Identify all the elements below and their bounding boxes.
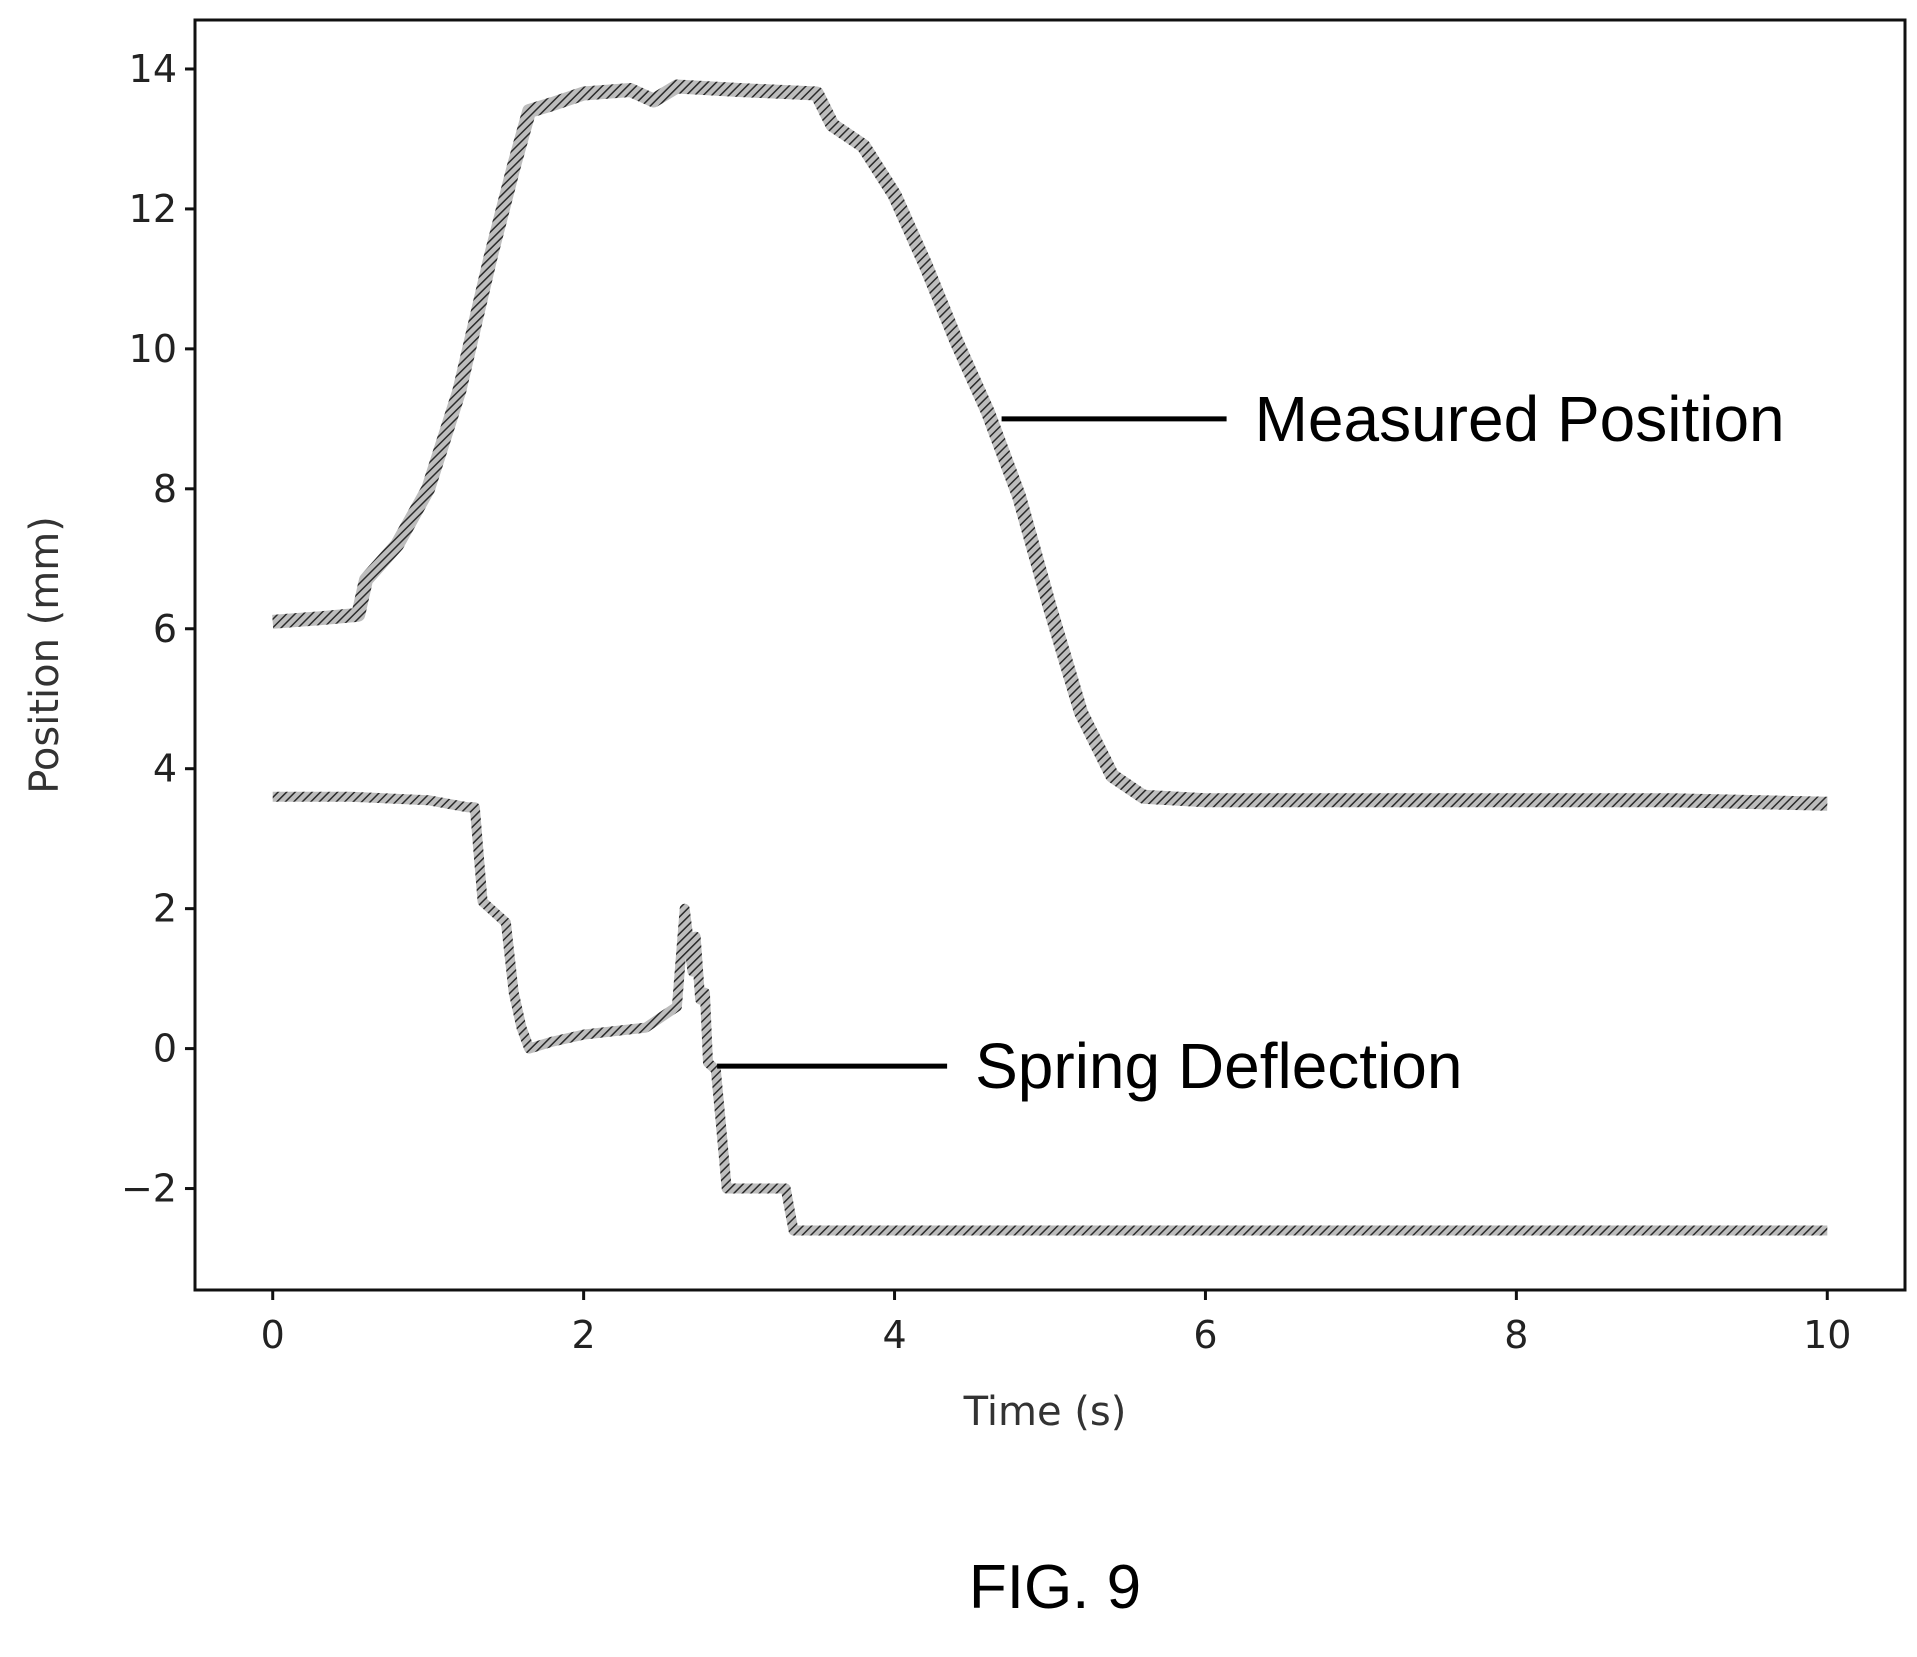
x-tick-label: 4 bbox=[882, 1313, 906, 1357]
measured-position-label: Measured Position bbox=[1255, 383, 1785, 455]
y-tick-label: 2 bbox=[153, 887, 177, 931]
y-tick-label: 0 bbox=[153, 1027, 177, 1071]
y-tick-label: 4 bbox=[153, 747, 177, 791]
series-layer bbox=[272, 79, 1828, 1236]
x-axis-ticks: 0 2 4 6 8 10 bbox=[261, 1290, 1851, 1357]
x-tick-label: 2 bbox=[572, 1313, 596, 1357]
y-tick-label: 12 bbox=[129, 187, 177, 231]
y-tick-label: 10 bbox=[129, 327, 177, 371]
y-tick-label: 14 bbox=[129, 47, 177, 91]
y-axis-label: Position (mm) bbox=[22, 516, 68, 794]
y-tick-label: −2 bbox=[121, 1167, 177, 1211]
y-axis-ticks: −2 0 2 4 6 8 10 12 14 bbox=[121, 47, 195, 1211]
x-tick-label: 6 bbox=[1193, 1313, 1217, 1357]
x-tick-label: 8 bbox=[1504, 1313, 1528, 1357]
annotation-layer: Measured Position Spring Deflection bbox=[717, 383, 1785, 1102]
plot-frame bbox=[193, 18, 1907, 1292]
x-tick-label: 0 bbox=[261, 1313, 285, 1357]
measured-position-line bbox=[272, 79, 1828, 811]
spring-deflection-line bbox=[272, 791, 1828, 1236]
y-tick-label: 6 bbox=[153, 607, 177, 651]
x-tick-label: 10 bbox=[1803, 1313, 1851, 1357]
y-tick-label: 8 bbox=[153, 467, 177, 511]
x-axis-label: Time (s) bbox=[963, 1389, 1127, 1435]
spring-deflection-label: Spring Deflection bbox=[975, 1030, 1462, 1102]
figure-caption: FIG. 9 bbox=[969, 1553, 1141, 1622]
